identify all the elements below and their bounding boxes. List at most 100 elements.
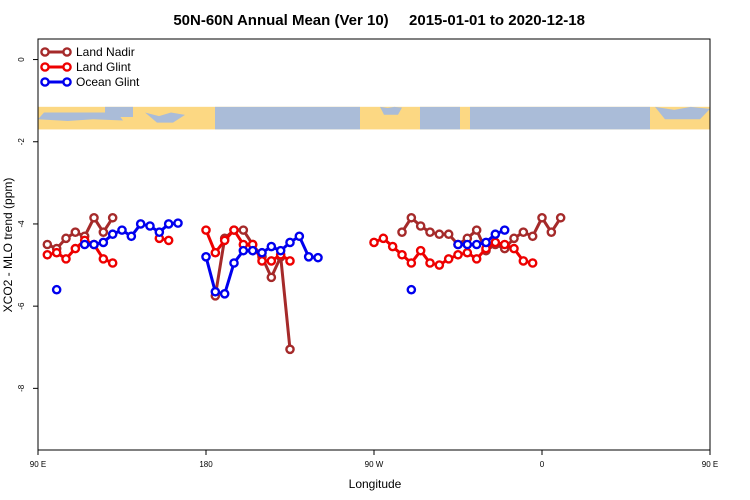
- data-point: [98, 254, 109, 264]
- data-point: [247, 245, 258, 256]
- data-point: [163, 235, 174, 246]
- map-land-2: [145, 112, 185, 123]
- y-axis-label: XCO2 - MLO trend (ppm): [1, 178, 15, 313]
- data-point: [518, 256, 529, 266]
- legend-marker: [62, 77, 72, 87]
- data-point: [89, 239, 99, 250]
- data-point: [219, 235, 230, 246]
- x-axis-label: Longitude: [349, 477, 402, 491]
- x-tick-label: 90 E: [30, 460, 46, 469]
- data-point: [387, 241, 398, 252]
- data-point: [499, 225, 510, 235]
- legend-marker: [40, 77, 50, 87]
- data-point: [406, 212, 417, 223]
- data-point: [555, 212, 566, 223]
- data-point: [378, 233, 389, 244]
- data-point: [546, 227, 557, 237]
- data-point: [42, 249, 53, 260]
- data-point: [210, 286, 221, 297]
- data-point: [434, 229, 445, 240]
- legend-marker: [40, 47, 50, 57]
- data-point: [107, 229, 118, 240]
- data-point: [453, 249, 463, 260]
- map-strip: [38, 106, 710, 130]
- data-point: [201, 225, 211, 235]
- data-point: [397, 249, 407, 260]
- data-point: [51, 284, 62, 295]
- data-point: [499, 239, 510, 250]
- data-point: [462, 247, 473, 258]
- data-point: [434, 260, 445, 270]
- x-tick-label: 180: [199, 460, 213, 469]
- data-point: [42, 239, 53, 250]
- data-point: [415, 245, 426, 256]
- data-point: [509, 243, 519, 254]
- data-point: [61, 254, 71, 264]
- data-point: [210, 247, 221, 258]
- series-layer: [42, 212, 566, 355]
- data-point: [527, 231, 538, 242]
- data-point: [238, 245, 249, 256]
- data-point: [266, 256, 277, 266]
- data-point: [471, 225, 482, 235]
- map-land-1: [105, 106, 133, 117]
- data-point: [406, 284, 417, 295]
- map-land-0: [38, 112, 123, 122]
- map-land-5: [420, 106, 460, 130]
- legend-label: Land Nadir: [76, 45, 135, 59]
- data-point: [406, 258, 417, 268]
- data-point: [443, 254, 454, 264]
- legend-marker: [62, 62, 72, 72]
- data-point: [471, 254, 482, 264]
- map-land-3: [215, 106, 360, 130]
- data-point: [229, 225, 239, 235]
- data-point: [443, 229, 454, 240]
- data-point: [369, 237, 379, 248]
- series-land-nadir: [42, 212, 566, 355]
- data-point: [481, 237, 491, 248]
- series-ocean-glint: [51, 218, 510, 299]
- data-point: [313, 252, 323, 263]
- data-point: [266, 272, 277, 283]
- y-tick-label: -2: [17, 138, 26, 146]
- data-point: [70, 243, 81, 254]
- data-point: [518, 227, 529, 237]
- data-point: [490, 237, 501, 248]
- legend-item-land-glint: Land Glint: [40, 60, 131, 74]
- y-tick-label: -4: [17, 220, 26, 228]
- data-point: [51, 247, 62, 258]
- data-point: [257, 256, 267, 266]
- map-land-7: [655, 106, 710, 120]
- x-tick-label: 0: [540, 460, 545, 469]
- data-point: [145, 221, 155, 231]
- data-point: [415, 221, 426, 231]
- data-point: [285, 237, 295, 248]
- data-point: [537, 212, 547, 223]
- data-point: [238, 225, 249, 235]
- data-point: [397, 227, 407, 237]
- data-point: [294, 231, 305, 242]
- data-point: [154, 227, 165, 237]
- y-tick-label: 0: [17, 57, 26, 62]
- legend-label: Land Glint: [76, 60, 131, 74]
- y-tick-label: -8: [17, 384, 26, 392]
- chart-title-right: 2015-01-01 to 2020-12-18: [409, 12, 585, 29]
- data-point: [173, 218, 183, 228]
- data-point: [285, 344, 295, 355]
- data-point: [266, 241, 277, 252]
- map-land-4: [380, 106, 402, 115]
- data-point: [229, 258, 239, 268]
- data-point: [527, 258, 538, 268]
- data-point: [70, 227, 81, 237]
- data-point: [98, 227, 109, 237]
- data-point: [163, 219, 174, 229]
- y-axis: 0 -2 -4 -6 -8: [17, 57, 38, 392]
- x-axis: 90 E 180 90 W 0 90 E: [30, 450, 718, 469]
- legend-marker: [62, 47, 72, 57]
- data-point: [61, 233, 71, 244]
- data-point: [257, 247, 267, 258]
- data-point: [201, 252, 211, 262]
- data-point: [453, 239, 463, 250]
